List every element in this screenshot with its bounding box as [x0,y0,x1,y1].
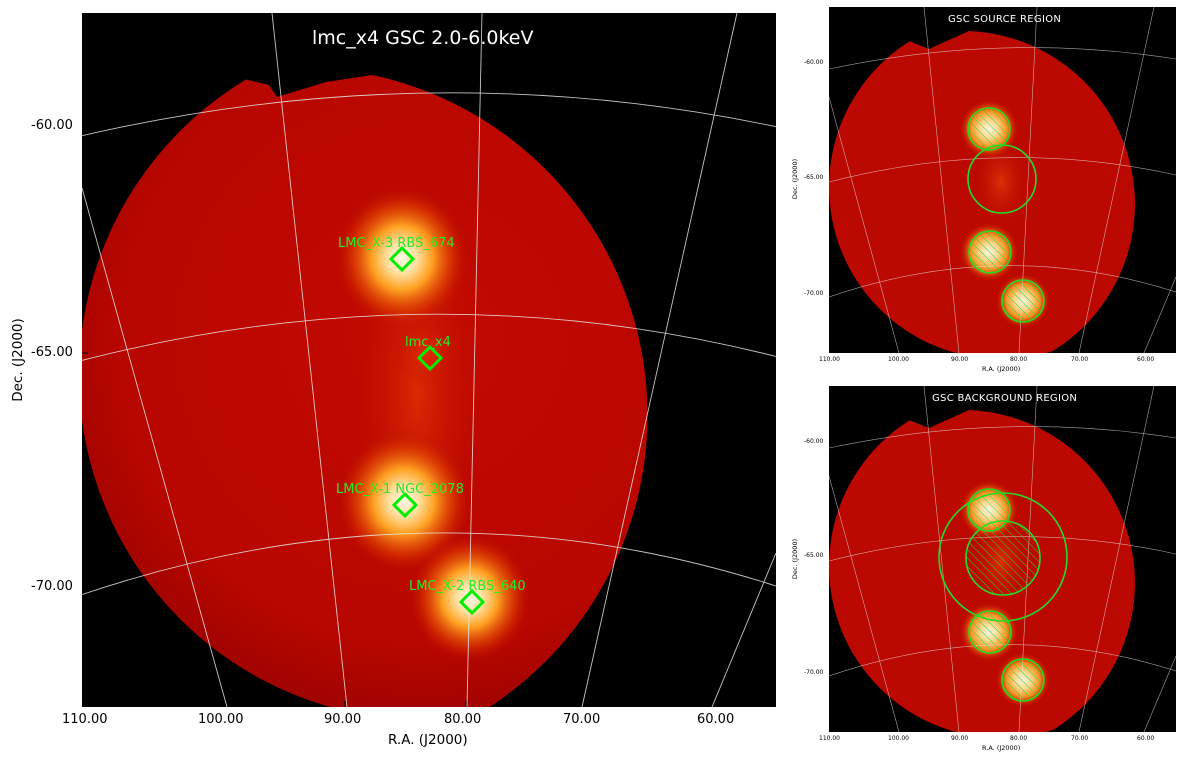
src-ra-tick-6: 60.00 [1137,356,1155,363]
main-ra-tick-2: 100.00 [198,712,244,727]
source-region-circle-lmc-x3[interactable] [967,107,1011,151]
main-image-panel[interactable]: lmc_x4 GSC 2.0-6.0keV LMC_X-3 RBS_674 lm… [82,13,776,707]
main-ra-tick-3: 90.00 [324,712,362,727]
label-lmc-x4: lmc_x4 [405,335,451,350]
background-region-title: GSC BACKGROUND REGION [932,393,1078,404]
background-exclusion-lmc-x1[interactable] [968,610,1012,654]
background-exclusion-lmc-x3[interactable] [967,488,1011,532]
background-region-map [829,386,1176,732]
source-region-title: GSC SOURCE REGION [948,14,1062,25]
source-glow-lmc-x2 [408,533,532,663]
src-ra-tick-5: 70.00 [1071,356,1089,363]
bkg-ra-tick-6: 60.00 [1137,735,1155,742]
src-ra-tick-3: 90.00 [951,356,969,363]
source-region-panel[interactable]: GSC SOURCE REGION [829,7,1176,353]
bkg-ra-tick-2: 100.00 [888,735,909,742]
main-title: lmc_x4 GSC 2.0-6.0keV [312,27,534,49]
source-glow-lmc-x4 [393,319,461,387]
bkg-ylabel: Dec. (J2000) [791,538,799,580]
label-lmc-x3: LMC_X-3 RBS_674 [338,236,455,251]
marker-lmc-x3[interactable] [388,245,416,273]
src-xlabel: R.A. (J2000) [982,365,1021,373]
label-lmc-x1: LMC_X-1 NGC_2078 [336,482,464,497]
bkg-dec-tick-1: -60.00 [804,438,824,445]
main-ra-tick-1: 110.00 [62,712,108,727]
bkg-ra-tick-4: 80.00 [1010,735,1028,742]
background-exclusion-lmc-x2[interactable] [1001,658,1045,702]
marker-lmc-x1[interactable] [391,491,419,519]
src-dec-tick-2: -65.00 [804,174,824,181]
main-dec-tick-1: -60.00 [31,118,73,133]
main-ra-tick-6: 60.00 [697,712,735,727]
background-region-panel[interactable]: GSC BACKGROUND REGION [829,386,1176,732]
label-lmc-x2: LMC_X-2 RBS_640 [409,579,526,594]
src-ylabel: Dec. (J2000) [791,158,799,200]
src-dec-tick-1: -60.00 [804,59,824,66]
bkg-ra-tick-5: 70.00 [1071,735,1089,742]
source-region-circle-lmc-x2[interactable] [1001,279,1045,323]
main-xlabel: R.A. (J2000) [388,732,468,748]
bkg-dec-tick-2: -65.00 [804,552,824,559]
src-dec-tick-3: -70.00 [804,290,824,297]
bkg-ra-tick-1: 110.00 [819,735,840,742]
source-glow-lmc-x3 [334,186,470,330]
src-ra-tick-1: 110.00 [819,356,840,363]
source-markers [388,245,486,616]
source-region-circle-lmc-x1[interactable] [968,230,1012,274]
background-exclusion-center[interactable] [965,520,1041,596]
main-ylabel: Dec. (J2000) [10,318,26,402]
bkg-ra-tick-3: 90.00 [951,735,969,742]
main-ra-tick-5: 70.00 [563,712,601,727]
marker-lmc-x2[interactable] [458,588,486,616]
bkg-xlabel: R.A. (J2000) [982,744,1021,752]
source-glow-lmc-x1 [336,429,472,573]
bkg-dec-tick-3: -70.00 [804,669,824,676]
marker-lmc-x4[interactable] [416,344,444,372]
main-dec-tick-3: -70.00 [31,579,73,594]
src-ra-tick-2: 100.00 [888,356,909,363]
main-sky-map [82,13,776,707]
main-ra-tick-4: 80.00 [444,712,482,727]
main-dec-tick-2: -65.00 [31,345,73,360]
src-ra-tick-4: 80.00 [1010,356,1028,363]
source-region-map [829,7,1176,353]
main-coordinate-grid [82,13,776,707]
source-region-circle-lmc-x4[interactable] [967,144,1037,214]
